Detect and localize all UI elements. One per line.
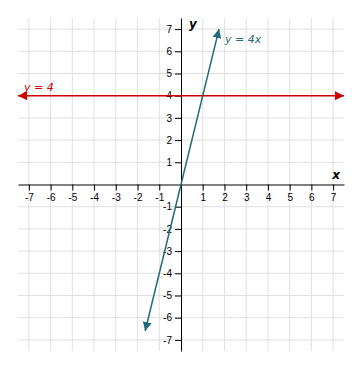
grid-line	[18, 95, 344, 96]
y-tick-mark	[175, 340, 181, 341]
y-tick-mark	[175, 74, 181, 75]
y-tick: -7	[163, 335, 181, 346]
y-tick: -4	[163, 268, 181, 279]
x-tick-label: -7	[25, 192, 34, 203]
y-tick: 5	[166, 68, 181, 79]
x-tick: 1	[200, 185, 206, 203]
x-tick-label: -4	[90, 192, 99, 203]
y-tick-label: -6	[163, 312, 172, 323]
chart: -7-6-5-4-3-2-11234567-7-6-5-4-3-2-112345…	[0, 0, 362, 369]
x-tick: -6	[47, 185, 56, 203]
y-tick-label: 6	[166, 46, 172, 57]
x-tick: 6	[309, 185, 315, 203]
x-tick-label: -3	[112, 192, 121, 203]
y-tick: -5	[163, 290, 181, 301]
x-tick-mark	[311, 185, 312, 191]
y-tick-label: 5	[166, 68, 172, 79]
y-tick: -1	[163, 201, 181, 212]
x-tick-mark	[224, 185, 225, 191]
grid	[18, 18, 344, 351]
x-tick-label: 2	[222, 192, 228, 203]
y-tick: 1	[166, 157, 181, 168]
x-tick-mark	[268, 185, 269, 191]
y-tick-label: 2	[166, 135, 172, 146]
y-tick-mark	[175, 51, 181, 52]
y-tick: 3	[166, 113, 181, 124]
y-tick-mark	[175, 118, 181, 119]
y-tick-mark	[175, 318, 181, 319]
x-tick-mark	[333, 185, 334, 191]
y-tick-mark	[175, 251, 181, 252]
x-tick-label: 3	[244, 192, 250, 203]
y-tick: -2	[163, 224, 181, 235]
x-tick: -4	[90, 185, 99, 203]
y-tick-label: -1	[163, 201, 172, 212]
x-tick: -2	[134, 185, 143, 203]
x-tick-label: 5	[287, 192, 293, 203]
x-tick-label: -2	[134, 192, 143, 203]
x-tick: -5	[68, 185, 77, 203]
x-tick-label: -6	[47, 192, 56, 203]
y-tick-label: 7	[166, 24, 172, 35]
y-tick-mark	[175, 229, 181, 230]
x-tick-mark	[51, 185, 52, 191]
x-axis-title: x	[331, 168, 341, 182]
series-line	[18, 95, 344, 97]
y-tick-label: -4	[163, 268, 172, 279]
x-tick-mark	[94, 185, 95, 191]
y-tick-label: 3	[166, 113, 172, 124]
y-tick-mark	[175, 140, 181, 141]
x-tick: 4	[266, 185, 272, 203]
plot-area	[18, 29, 344, 331]
y-tick-mark	[175, 29, 181, 30]
x-tick-label: 7	[331, 192, 337, 203]
y-tick-mark	[175, 296, 181, 297]
series-label: y = 4x	[224, 33, 262, 46]
x-tick-mark	[72, 185, 73, 191]
x-tick-label: -5	[68, 192, 77, 203]
x-tick-label: 6	[309, 192, 315, 203]
x-tick: 7	[331, 185, 337, 203]
x-tick-mark	[116, 185, 117, 191]
x-tick: 3	[244, 185, 250, 203]
y-tick: 7	[166, 24, 181, 35]
labels: y = 4 y = 4x x y	[23, 17, 341, 182]
x-tick-mark	[290, 185, 291, 191]
y-axis: -7-6-5-4-3-2-11234567	[163, 19, 181, 352]
x-tick-mark	[138, 185, 139, 191]
y-tick-mark	[175, 273, 181, 274]
series-label: y = 4	[23, 81, 54, 94]
series-line	[145, 29, 219, 331]
y-tick: 6	[166, 46, 181, 57]
x-tick: -3	[112, 185, 121, 203]
x-tick: -7	[25, 185, 34, 203]
x-tick-mark	[159, 185, 160, 191]
x-tick: 2	[222, 185, 228, 203]
x-tick-mark	[203, 185, 204, 191]
y-tick: 2	[166, 135, 181, 146]
y-tick: -6	[163, 312, 181, 323]
y-tick-label: -7	[163, 335, 172, 346]
y-tick-label: -5	[163, 290, 172, 301]
y-tick-label: 1	[166, 157, 172, 168]
y-tick-mark	[175, 162, 181, 163]
x-tick-label: 1	[200, 192, 206, 203]
x-tick: -1	[155, 185, 164, 203]
x-tick-mark	[29, 185, 30, 191]
x-tick-mark	[246, 185, 247, 191]
y-axis-title: y	[189, 17, 198, 31]
x-tick-label: 4	[266, 192, 272, 203]
x-tick: 5	[287, 185, 293, 203]
